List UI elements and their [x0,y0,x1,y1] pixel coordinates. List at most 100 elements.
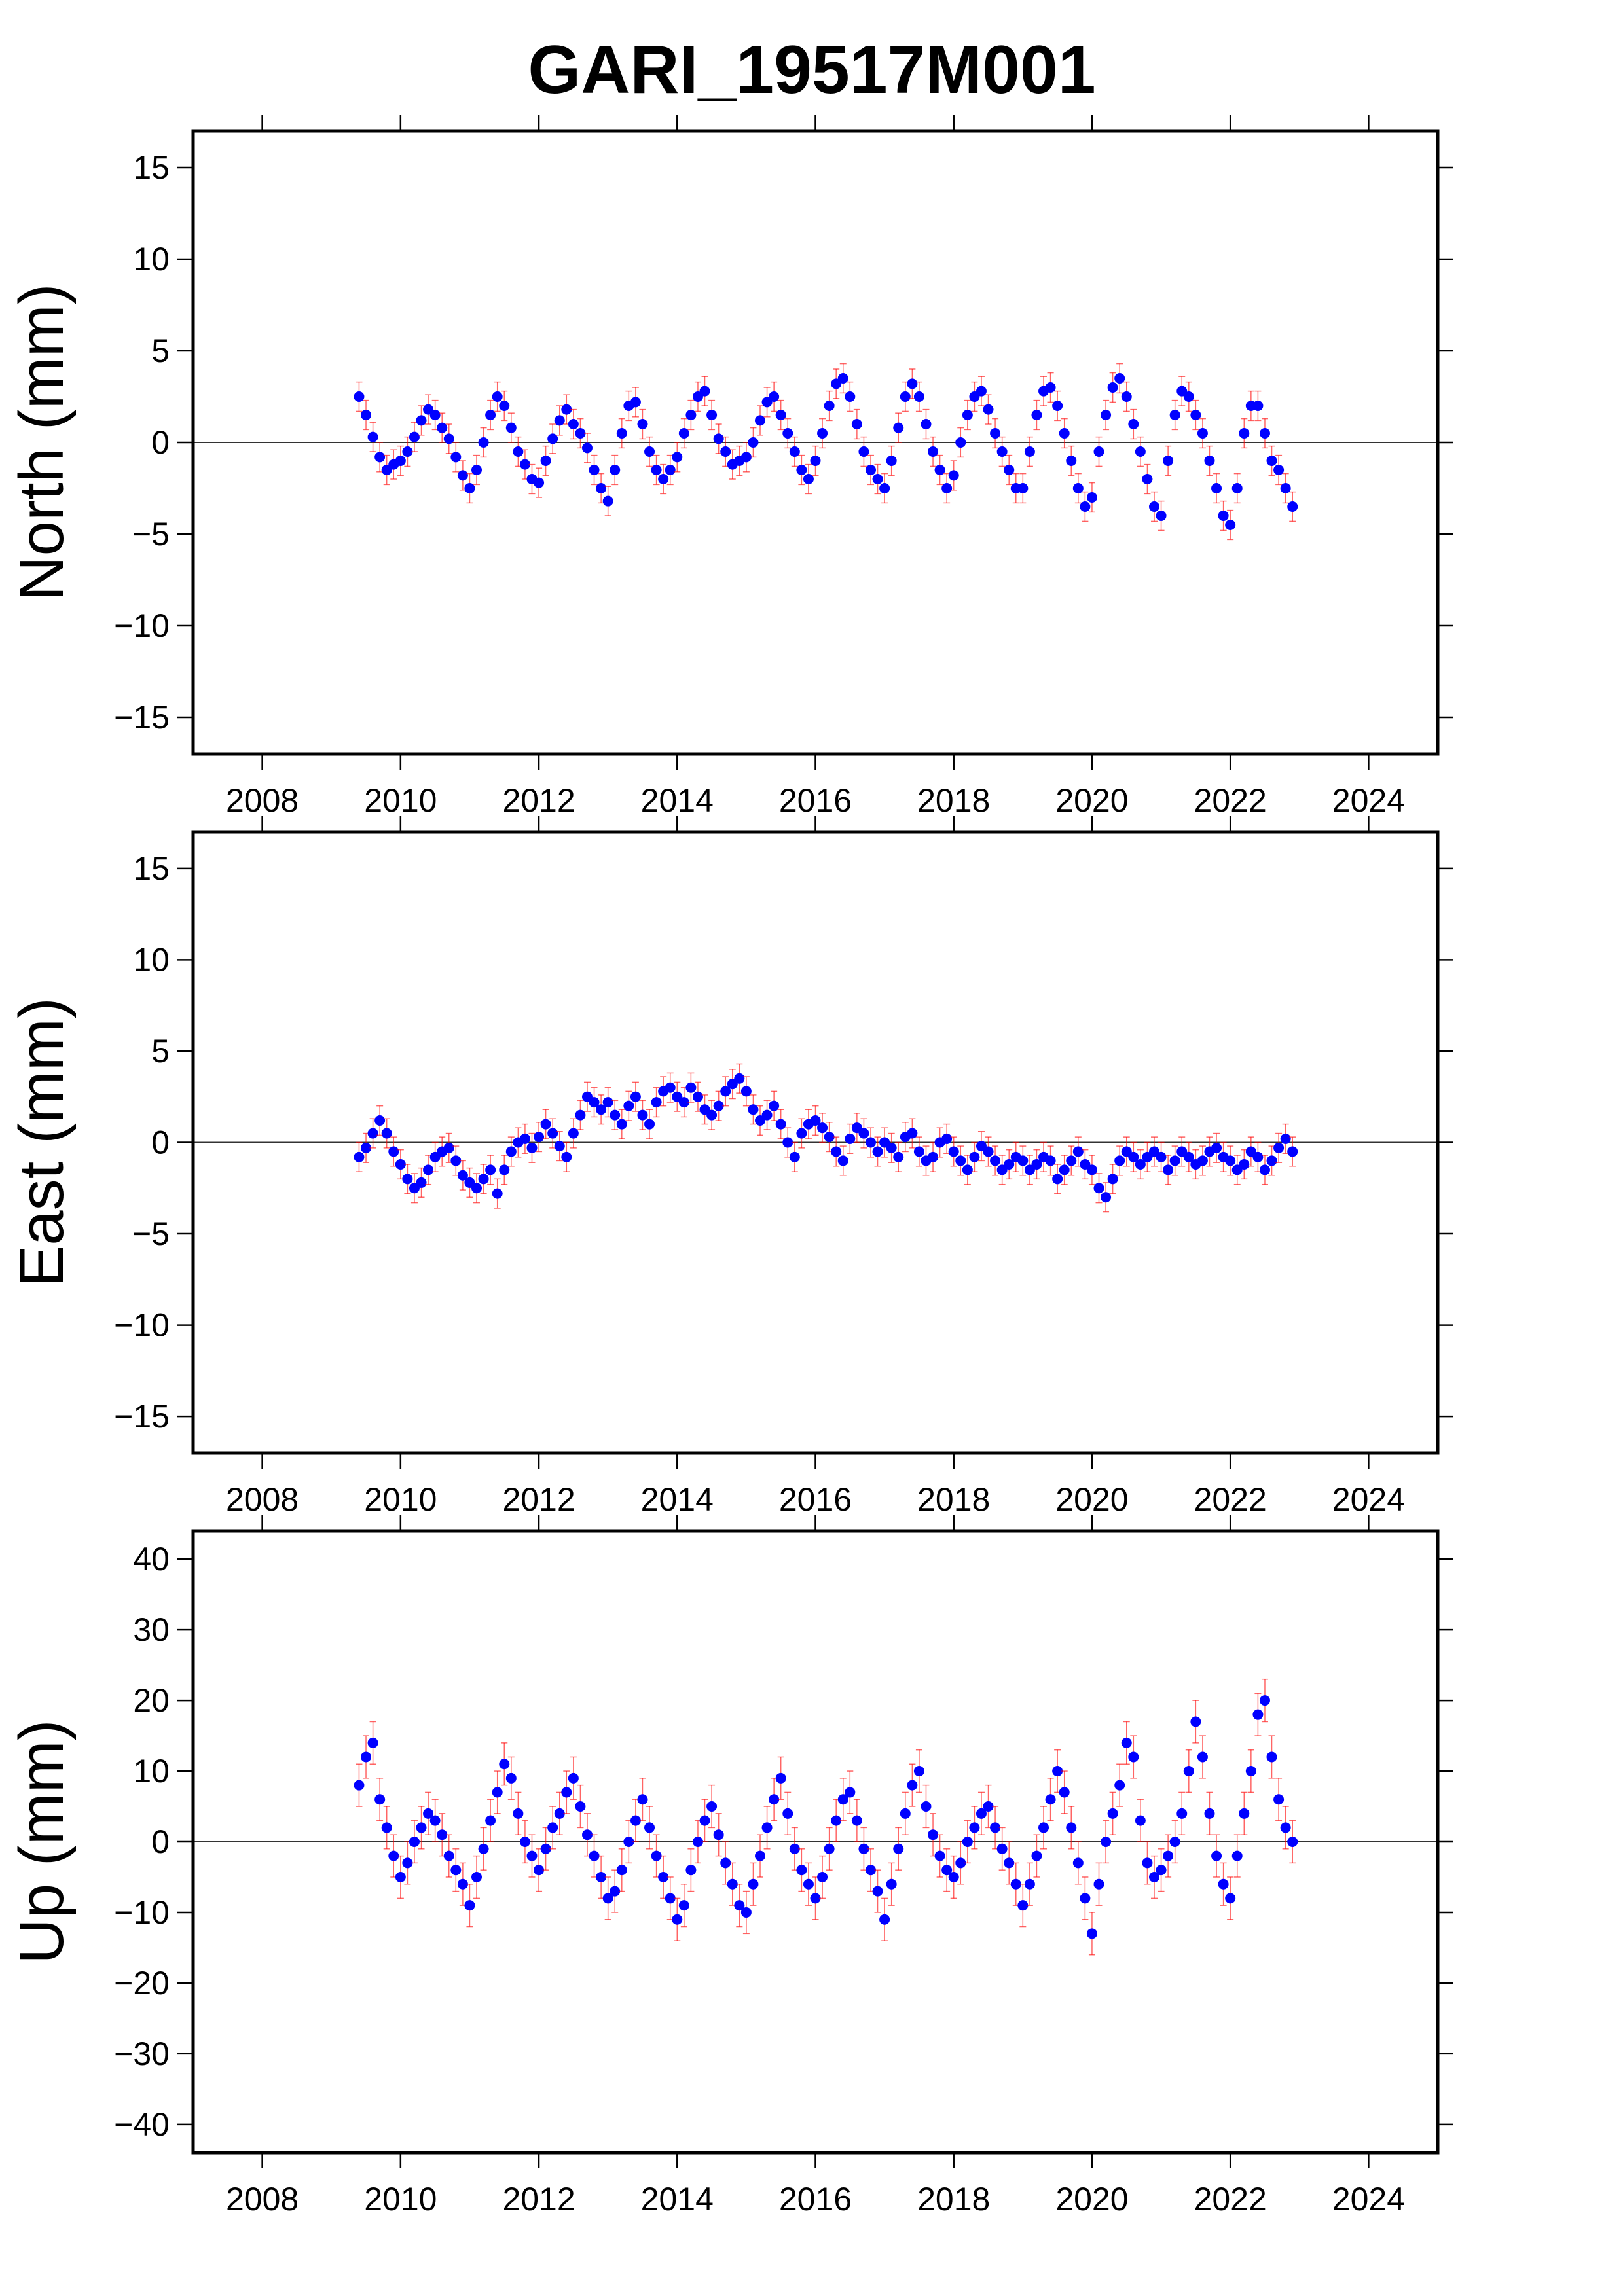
data-point [540,1119,551,1130]
data-point [361,1142,372,1153]
data-point [1135,446,1146,457]
data-point [1072,1146,1084,1157]
data-point [602,1097,613,1108]
data-point [782,1808,793,1819]
data-point [1135,1158,1146,1170]
data-point [610,1886,621,1897]
data-point [1059,428,1070,439]
data-point [913,1146,924,1157]
y-axis-label: North (mm) [7,283,77,601]
data-point [782,428,793,439]
y-tick-label: 20 [133,1682,170,1719]
data-point [381,1128,392,1139]
data-point [837,1794,848,1805]
data-point [1052,1766,1063,1777]
x-tick-label: 2024 [1332,1481,1405,1518]
data-point [817,1871,828,1882]
data-point [1045,1155,1056,1166]
data-point [589,1850,600,1861]
data-point [1004,1857,1015,1869]
data-point [983,1146,994,1157]
data-point [616,428,627,439]
data-point [1114,1155,1125,1166]
data-point [1142,474,1153,484]
data-point [990,428,1001,439]
data-point [1045,382,1056,393]
x-tick-label: 2022 [1194,2181,1267,2217]
data-point [561,404,572,415]
x-tick-label: 2008 [226,1481,299,1518]
data-point [1017,1155,1029,1166]
data-point [706,1801,718,1812]
data-point [720,1086,731,1097]
data-point [665,1082,676,1093]
data-point [361,410,372,420]
data-point [865,1865,876,1876]
data-point [575,1109,586,1121]
data-point [402,1857,413,1869]
data-point [685,410,697,420]
x-tick-label: 2018 [917,1481,990,1518]
data-point [1066,1155,1077,1166]
data-point [644,1119,655,1130]
data-point [1231,1850,1243,1861]
data-point [872,1886,883,1897]
data-point [1163,456,1174,466]
data-point [644,1822,655,1833]
y-tick-label: −5 [132,516,170,552]
data-point [1190,1716,1201,1727]
data-point [1004,1158,1015,1170]
data-point [492,1787,503,1798]
data-point [1031,410,1042,420]
data-point [602,495,613,507]
data-point [1072,483,1084,493]
data-point [748,1878,759,1890]
x-tick-label: 2024 [1332,2181,1405,2217]
data-point [789,1151,800,1162]
data-point [955,437,966,448]
data-point [505,1146,517,1157]
data-point [969,1151,980,1162]
data-point [602,1893,613,1904]
data-point [740,452,752,463]
data-point [499,1164,510,1175]
data-point [1183,1766,1194,1777]
data-point [478,437,489,448]
data-point [554,1141,565,1152]
data-point [637,1794,648,1805]
data-point [1197,428,1208,439]
data-point [955,1155,966,1166]
y-tick-label: 0 [151,424,170,461]
data-point [907,1128,918,1139]
data-point [1225,1155,1236,1166]
data-point [810,1893,821,1904]
data-point [637,419,648,429]
data-point [782,1137,793,1148]
data-point [720,1857,731,1869]
data-point [1093,446,1104,457]
data-point [1287,501,1298,512]
data-point [1156,1865,1167,1876]
data-point [734,1900,745,1911]
data-point [547,433,558,444]
y-tick-label: 0 [151,1124,170,1161]
data-point [913,391,924,402]
y-tick-label: −5 [132,1215,170,1252]
data-point [478,1174,489,1185]
data-point [505,422,517,433]
data-point [492,1188,503,1199]
data-point [1024,446,1035,457]
data-point [720,446,731,457]
data-point [879,1914,890,1925]
data-point [893,1151,904,1162]
data-point [658,474,669,484]
data-point [409,431,420,442]
data-point [1280,483,1291,493]
data-point [651,465,662,475]
x-tick-label: 2014 [641,782,714,819]
data-point [1211,1142,1222,1153]
data-point [755,415,766,426]
y-axis-label: Up (mm) [7,1719,77,1964]
data-point [1031,1850,1042,1861]
